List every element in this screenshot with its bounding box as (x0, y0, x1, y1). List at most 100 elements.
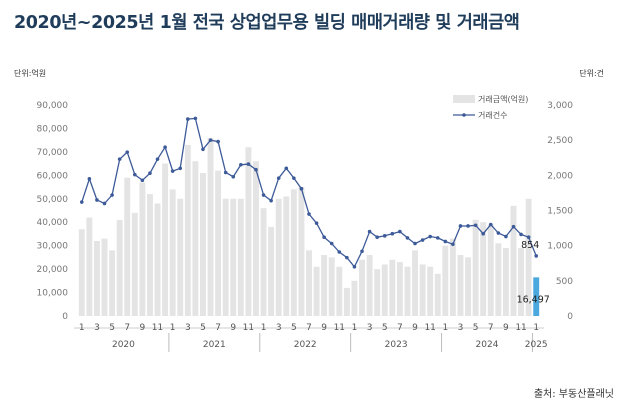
x-tick-label: 1 (170, 323, 176, 333)
left-axis-unit: 단위:억원 (14, 69, 47, 78)
line-point (254, 167, 258, 172)
bar (124, 177, 131, 316)
x-tick-label: 3 (458, 323, 464, 333)
bar (260, 208, 267, 316)
bar (162, 163, 169, 316)
bar (366, 255, 373, 316)
x-tick-label: 5 (473, 323, 479, 333)
bar (131, 212, 138, 316)
x-tick-label: 5 (291, 323, 297, 333)
line-point (382, 234, 387, 238)
bar (116, 219, 123, 316)
bar (404, 266, 411, 316)
bar (518, 248, 525, 316)
line-point (519, 232, 523, 237)
bar (465, 257, 472, 316)
line-point (170, 169, 175, 173)
bar (502, 248, 509, 316)
line-point (496, 231, 501, 235)
line-point (223, 170, 228, 175)
line-point (451, 242, 455, 247)
bar (328, 257, 335, 316)
bar (169, 189, 176, 316)
line-point (443, 239, 448, 244)
right-axis-unit: 단위:건 (579, 69, 604, 78)
line-point (466, 224, 470, 228)
x-tick-label: 5 (109, 323, 115, 333)
bar (419, 264, 426, 316)
bar (222, 198, 229, 316)
legend-label-line: 거래건수 (478, 110, 507, 120)
x-tick-label: 9 (230, 323, 236, 333)
bar-data-label: 16,497 (517, 294, 550, 305)
x-tick-label: 9 (321, 323, 327, 333)
legend-label-bar: 거래금액(억원) (478, 94, 528, 104)
left-tick-label: 80,000 (37, 124, 69, 134)
line-point (193, 116, 198, 121)
right-tick-label: 2,500 (547, 136, 573, 146)
line-point (163, 145, 167, 149)
x-tick-label: 3 (276, 323, 282, 333)
x-tick-label: 11 (152, 323, 163, 333)
year-label: 2023 (385, 340, 408, 350)
line-point (231, 174, 236, 179)
bar (207, 137, 214, 316)
line-point (201, 147, 205, 152)
line-data-label: 854 (521, 240, 539, 251)
bar (351, 280, 358, 316)
line-point (79, 200, 84, 204)
bar (146, 194, 153, 316)
line-point (110, 193, 114, 197)
line-point (367, 229, 372, 234)
bar (86, 217, 93, 316)
x-tick-label: 5 (200, 323, 206, 333)
right-tick-label: 2,000 (547, 171, 573, 181)
bar (472, 219, 479, 316)
left-tick-label: 60,000 (37, 171, 69, 181)
right-tick-label: 500 (556, 277, 573, 287)
x-tick-label: 7 (306, 323, 312, 333)
bar (510, 205, 517, 316)
line-point (420, 238, 425, 242)
line-point (155, 157, 160, 161)
x-tick-label: 3 (367, 323, 373, 333)
x-tick-label: 1 (442, 323, 448, 333)
year-label: 2025 (525, 340, 548, 350)
line-point (322, 235, 326, 240)
line-point (140, 178, 145, 183)
bar (290, 189, 297, 316)
left-tick-label: 70,000 (37, 148, 69, 158)
right-tick-label: 0 (567, 312, 573, 322)
line-point (458, 224, 463, 228)
line-point (148, 171, 152, 176)
line-point (329, 241, 334, 246)
line-point (375, 235, 379, 240)
left-tick-label: 0 (62, 312, 68, 322)
x-tick-label: 1 (79, 323, 85, 333)
page-title: 2020년~2025년 1월 전국 상업업무용 빌딩 매매거래량 및 거래금액 (14, 13, 520, 33)
x-tick-label: 11 (515, 323, 526, 333)
bar (245, 147, 252, 316)
line-point (481, 231, 485, 236)
bar (298, 187, 305, 316)
line-point (435, 236, 440, 240)
x-tick-label: 9 (503, 323, 509, 333)
line-point (117, 157, 122, 161)
bar (268, 226, 275, 316)
bar (109, 250, 116, 316)
line-point (390, 231, 395, 236)
x-tick-label: 1 (352, 323, 358, 333)
left-tick-label: 30,000 (37, 242, 69, 252)
bar (525, 198, 532, 316)
x-tick-label: 3 (94, 323, 100, 333)
x-tick-label: 7 (124, 323, 130, 333)
line-point (276, 176, 281, 180)
bar (230, 198, 237, 316)
line-point (337, 250, 342, 254)
bar (381, 264, 388, 316)
right-tick-label: 3,000 (547, 101, 573, 111)
line-point (360, 249, 364, 254)
line-point (292, 176, 296, 180)
bar (275, 198, 282, 316)
